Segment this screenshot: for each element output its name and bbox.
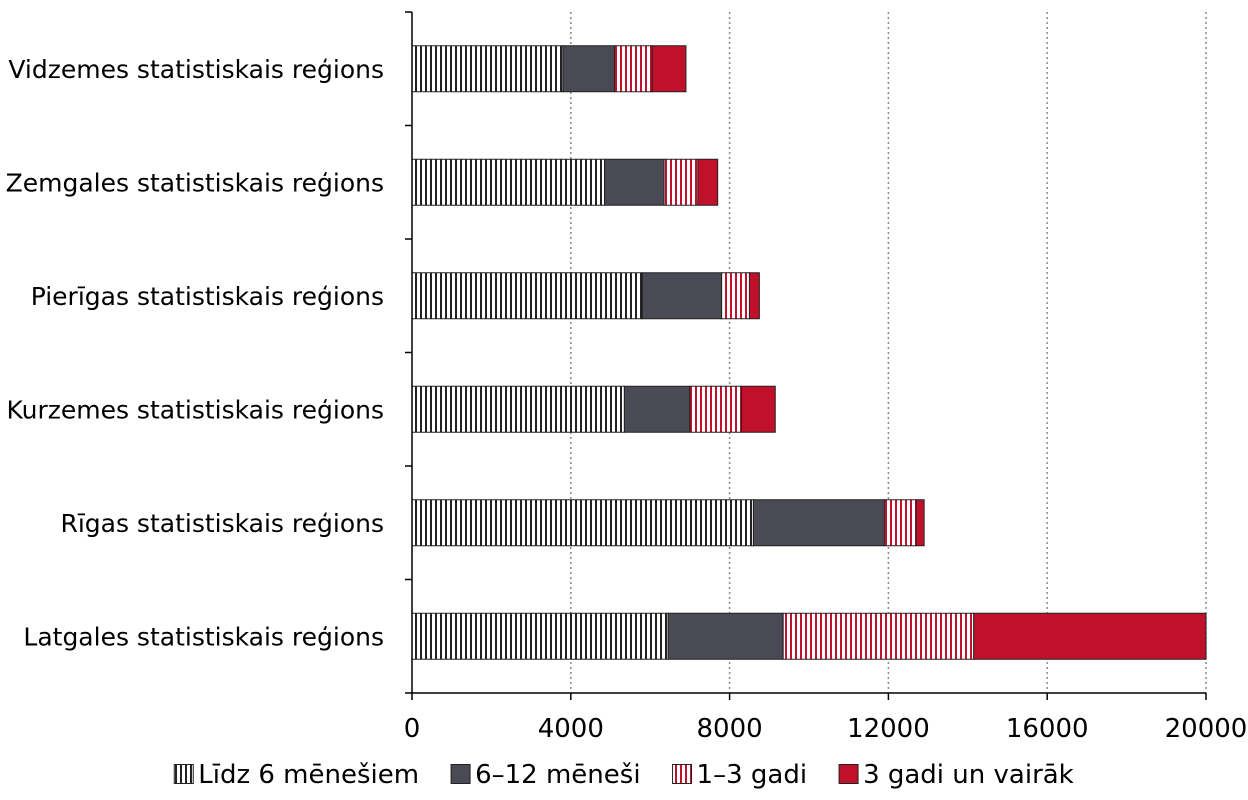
bar-segment	[741, 385, 776, 433]
bar-segment	[411, 612, 669, 660]
x-tick-label: 8000	[697, 714, 763, 744]
gridlines	[570, 12, 1207, 693]
category-label: Latgales statistiskais reģions	[23, 622, 384, 651]
x-tick-labels: 0 4000 8000 12000 16000 20000	[404, 714, 1248, 744]
legend-label: 3 gadi un vairāk	[863, 760, 1074, 790]
legend-label: 6–12 mēneši	[475, 760, 640, 790]
legend-label: Līdz 6 mēnešiem	[198, 760, 419, 790]
x-tick-label: 16000	[1006, 714, 1089, 744]
bar-segment	[613, 45, 653, 93]
bar-segment	[623, 385, 691, 433]
category-label: Vidzemes statistiskais reģions	[8, 55, 384, 84]
bar-segment	[663, 158, 699, 206]
bar-segment	[915, 499, 925, 547]
bar-segment	[697, 158, 719, 206]
bar-segment	[667, 612, 784, 660]
bar-segment	[651, 45, 687, 93]
x-tick-label: 20000	[1165, 714, 1248, 744]
category-label: Zemgales statistiskais reģions	[6, 168, 384, 197]
bar-segment	[973, 612, 1207, 660]
legend-swatch	[450, 764, 471, 784]
bar-segment	[641, 272, 723, 320]
axes	[405, 11, 1207, 700]
bar-segment	[411, 499, 754, 547]
legend-swatch	[173, 764, 194, 784]
bar-segment	[721, 272, 750, 320]
bar-segment	[883, 499, 917, 547]
bar-segment	[562, 45, 615, 93]
category-label: Kurzemes statistiskais reģions	[6, 395, 384, 424]
bar-segment	[411, 385, 625, 433]
bar-segment	[411, 272, 643, 320]
category-label: Pierīgas statistiskais reģions	[31, 282, 384, 311]
legend: Līdz 6 mēnešiem 6–12 mēneši 1–3 gadi 3 gadi…	[173, 760, 1074, 790]
bar-segment	[604, 158, 665, 206]
bars	[411, 45, 1207, 660]
category-label: Rīgas statistiskais reģions	[60, 509, 384, 538]
x-tick-label: 0	[404, 714, 421, 744]
bar-segment	[689, 385, 743, 433]
x-tick-label: 4000	[538, 714, 604, 744]
legend-label: 1–3 gadi	[697, 760, 808, 790]
bar-segment	[752, 499, 885, 547]
bar-segment	[411, 158, 606, 206]
legend-swatch	[838, 764, 859, 784]
bar-segment	[782, 612, 975, 660]
bar-segment	[748, 272, 760, 320]
bar-segment	[411, 45, 564, 93]
category-labels: Vidzemes statistiskais reģions Zemgales s…	[6, 55, 384, 652]
x-tick-label: 12000	[847, 714, 930, 744]
legend-swatch	[672, 764, 693, 784]
